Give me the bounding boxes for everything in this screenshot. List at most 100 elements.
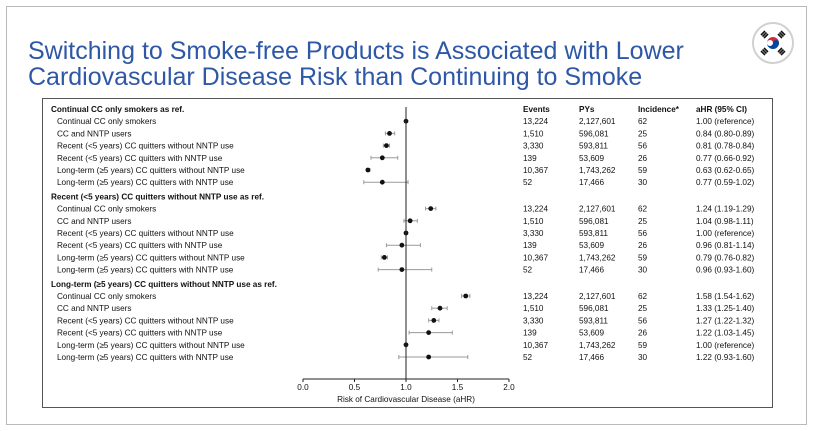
cell-incidence: 30 [638, 178, 648, 187]
forest-plot-panel: Events PYs Incidence* aHR (95% CI) Continual… [42, 98, 773, 408]
cell-ahr: 1.00 (reference) [696, 117, 755, 126]
cell-ahr: 1.24 (1.19-1.29) [696, 205, 755, 214]
cell-ahr: 0.96 (0.93-1.60) [696, 266, 755, 275]
row-label: Continual CC only smokers [57, 205, 156, 214]
cell-ahr: 1.04 (0.98-1.11) [696, 217, 754, 226]
cell-ahr: 0.96 (0.81-1.14) [696, 241, 755, 250]
cell-incidence: 56 [638, 229, 648, 238]
cell-pys: 593,811 [579, 316, 608, 325]
cell-incidence: 62 [638, 292, 648, 301]
ahr-point [431, 318, 437, 323]
cell-events: 10,367 [523, 341, 548, 350]
south-korea-flag-icon [752, 22, 794, 64]
cell-events: 52 [523, 178, 533, 187]
cell-pys: 53,609 [579, 329, 604, 338]
ahr-point [399, 242, 405, 248]
cell-pys: 1,743,262 [579, 341, 616, 350]
cell-events: 13,224 [523, 292, 548, 301]
cell-ahr: 1.27 (1.22-1.32) [696, 316, 755, 325]
cell-ahr: 0.77 (0.59-1.02) [696, 178, 755, 187]
ahr-point [365, 167, 371, 173]
group-header: Recent (<5 years) CC quitters without NN… [51, 192, 264, 201]
cell-incidence: 62 [638, 205, 648, 214]
cell-pys: 17,466 [579, 266, 604, 275]
cell-incidence: 30 [638, 353, 648, 362]
cell-incidence: 26 [638, 241, 648, 250]
cell-ahr: 1.58 (1.54-1.62) [696, 292, 755, 301]
ahr-point [463, 293, 469, 299]
cell-ahr: 0.63 (0.62-0.65) [696, 166, 755, 175]
cell-incidence: 26 [638, 154, 648, 163]
cell-events: 139 [523, 329, 537, 338]
cell-pys: 596,081 [579, 217, 609, 226]
cell-incidence: 59 [638, 166, 648, 175]
cell-incidence: 25 [638, 217, 648, 226]
row-label: Long-term (≥5 years) CC quitters without… [57, 166, 245, 175]
cell-events: 1,510 [523, 217, 544, 226]
cell-ahr: 1.22 (1.03-1.45) [696, 329, 755, 338]
ahr-point [407, 218, 413, 224]
cell-incidence: 56 [638, 142, 648, 151]
ahr-point [379, 179, 385, 185]
cell-pys: 1,743,262 [579, 166, 616, 175]
ahr-point [379, 155, 385, 161]
row-label: CC and NNTP users [57, 304, 131, 313]
cell-events: 3,330 [523, 229, 544, 238]
cell-pys: 593,811 [579, 229, 608, 238]
cell-events: 3,330 [523, 316, 544, 325]
column-header-2: Incidence* [638, 105, 680, 114]
cell-incidence: 59 [638, 341, 648, 350]
row-label: Recent (<5 years) CC quitters without NN… [57, 316, 234, 325]
title-line-2: Cardiovascular Disease Risk than Continu… [28, 63, 643, 91]
row-label: Recent (<5 years) CC quitters without NN… [57, 142, 234, 151]
ahr-point [428, 206, 434, 211]
cell-events: 52 [523, 266, 533, 275]
cell-pys: 2,127,601 [579, 205, 616, 214]
column-header-1: PYs [579, 105, 595, 114]
cell-ahr: 1.00 (reference) [696, 229, 755, 238]
x-axis-label: Risk of Cardiovascular Disease (aHR) [337, 395, 475, 404]
cell-incidence: 56 [638, 316, 648, 325]
ahr-point [387, 131, 392, 136]
cell-pys: 2,127,601 [579, 117, 616, 126]
cell-events: 1,510 [523, 129, 544, 138]
x-tick-label: 1.0 [400, 383, 412, 392]
ahr-point [384, 143, 389, 148]
x-tick-label: 1.5 [452, 383, 464, 392]
cell-events: 139 [523, 241, 537, 250]
ahr-point [426, 330, 432, 335]
group-header: Long-term (≥5 years) CC quitters without… [51, 280, 277, 289]
cell-pys: 2,127,601 [579, 292, 616, 301]
cell-events: 52 [523, 353, 533, 362]
row-label: Long-term (≥5 years) CC quitters with NN… [57, 178, 234, 187]
cell-pys: 17,466 [579, 178, 604, 187]
cell-incidence: 26 [638, 329, 648, 338]
row-label: Recent (<5 years) CC quitters with NNTP … [57, 329, 223, 338]
cell-incidence: 30 [638, 266, 648, 275]
column-header-0: Events [523, 105, 550, 114]
cell-events: 139 [523, 154, 537, 163]
row-label: Long-term (≥5 years) CC quitters without… [57, 253, 245, 262]
cell-incidence: 25 [638, 129, 648, 138]
cell-pys: 596,081 [579, 129, 609, 138]
slide-title: Switching to Smoke-free Products is Asso… [28, 38, 728, 90]
cell-ahr: 0.84 (0.80-0.89) [696, 129, 755, 138]
cell-pys: 17,466 [579, 353, 604, 362]
cell-ahr: 0.77 (0.66-0.92) [696, 154, 755, 163]
cell-events: 3,330 [523, 142, 544, 151]
group-header: Continual CC only smokers as ref. [51, 105, 184, 114]
title-line-1: Switching to Smoke-free Products is Asso… [28, 37, 684, 65]
cell-events: 13,224 [523, 205, 548, 214]
cell-ahr: 1.33 (1.25-1.40) [696, 304, 755, 313]
column-header-3: aHR (95% CI) [696, 105, 747, 114]
cell-ahr: 1.22 (0.93-1.60) [696, 353, 755, 362]
ahr-point [437, 305, 443, 311]
cell-pys: 596,081 [579, 304, 609, 313]
flag-graphic [754, 24, 792, 62]
cell-events: 10,367 [523, 253, 548, 262]
cell-incidence: 62 [638, 117, 648, 126]
row-label: Continual CC only smokers [57, 292, 156, 301]
cell-incidence: 59 [638, 253, 648, 262]
cell-events: 10,367 [523, 166, 548, 175]
row-label: Continual CC only smokers [57, 117, 156, 126]
